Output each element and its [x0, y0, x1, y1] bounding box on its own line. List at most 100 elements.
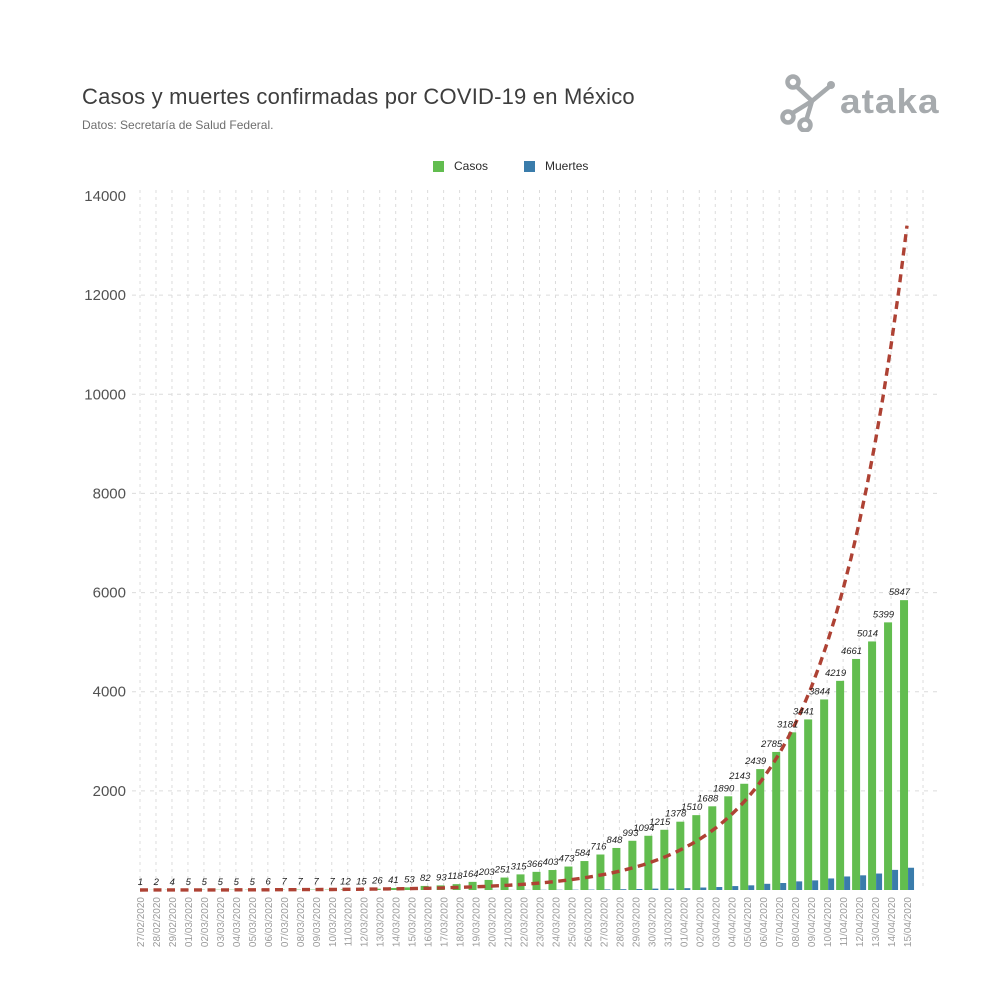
xataka-logo-text: ataka: [840, 82, 940, 121]
bar-value-label: 251: [494, 865, 511, 876]
x-axis-label: 13/03/2020: [376, 897, 387, 947]
muertes-swatch-icon: [524, 160, 536, 172]
x-axis-label: 07/03/2020: [280, 897, 291, 947]
legend-item-muertes: Muertes: [524, 159, 588, 173]
bar-muertes: [844, 876, 851, 890]
bar-muertes: [684, 888, 691, 890]
x-axis-label: 16/03/2020: [424, 897, 435, 947]
bar-value-label: 1215: [649, 817, 671, 828]
x-axis-label: 30/03/2020: [647, 897, 658, 947]
x-axis-label: 02/03/2020: [200, 897, 211, 947]
bar-muertes: [828, 878, 835, 890]
bar-muertes: [732, 886, 739, 890]
x-axis-label: 31/03/2020: [663, 897, 674, 947]
bar-value-label: 1094: [633, 823, 654, 834]
x-axis-label: 05/04/2020: [743, 897, 754, 947]
bar-value-label: 164: [463, 869, 479, 880]
bar-casos: [644, 835, 653, 890]
x-axis-label: 11/04/2020: [839, 897, 850, 947]
bar-value-label: 5847: [889, 587, 911, 598]
x-axis-label: 20/03/2020: [488, 897, 499, 947]
y-axis-label: 14000: [84, 188, 126, 205]
bar-value-label: 993: [623, 828, 640, 839]
bar-casos: [900, 600, 909, 890]
x-axis-label: 08/03/2020: [296, 897, 307, 947]
x-axis-label: 18/03/2020: [456, 897, 467, 947]
y-axis-label: 12000: [84, 287, 126, 304]
bar-casos: [756, 769, 765, 890]
x-axis-label: 06/03/2020: [264, 897, 275, 947]
bar-casos: [532, 871, 541, 890]
x-axis-label: 04/03/2020: [232, 897, 243, 947]
bar-muertes: [812, 880, 819, 890]
x-axis-label: 26/03/2020: [583, 897, 594, 947]
x-axis-label: 08/04/2020: [791, 897, 802, 947]
bar-muertes: [892, 869, 899, 890]
x-axis-label: 17/03/2020: [440, 897, 451, 947]
bar-value-label: 5: [218, 877, 224, 888]
bar-casos: [692, 815, 701, 890]
bar-muertes: [908, 867, 915, 890]
bar-value-label: 1: [138, 877, 143, 888]
bar-value-label: 473: [559, 854, 576, 865]
bar-value-label: 5: [250, 877, 256, 888]
bar-value-label: 7: [313, 877, 319, 888]
bar-casos: [820, 699, 829, 890]
bar-value-label: 403: [543, 857, 560, 868]
bar-value-label: 1378: [665, 809, 687, 820]
x-axis-label: 15/03/2020: [408, 897, 419, 947]
chart-header: Casos y muertes confirmadas por COVID-19…: [82, 84, 635, 132]
bar-value-label: 93: [436, 872, 447, 883]
bar-muertes: [780, 883, 787, 890]
x-axis-label: 12/04/2020: [855, 897, 866, 947]
bar-value-label: 53: [404, 874, 415, 885]
x-axis-label: 14/03/2020: [392, 897, 403, 947]
bar-muertes: [764, 883, 771, 890]
x-axis-label: 03/04/2020: [711, 897, 722, 947]
bar-value-label: 82: [420, 873, 431, 884]
bar-value-label: 2439: [744, 756, 767, 767]
bar-value-label: 4: [170, 877, 175, 888]
x-axis-label: 07/04/2020: [775, 897, 786, 947]
bar-value-label: 118: [447, 871, 463, 882]
bar-value-label: 584: [575, 848, 591, 859]
x-axis-label: 13/04/2020: [871, 897, 882, 947]
bar-value-label: 15: [356, 876, 367, 887]
bar-muertes: [716, 887, 723, 890]
bar-casos: [708, 806, 717, 890]
bar-casos: [884, 622, 893, 890]
x-axis-label: 11/03/2020: [344, 897, 355, 947]
x-axis-label: 24/03/2020: [551, 897, 562, 947]
bar-casos: [388, 887, 397, 890]
x-axis-label: 10/04/2020: [823, 897, 834, 947]
x-axis-label: 09/04/2020: [807, 897, 818, 947]
bar-muertes: [876, 873, 883, 890]
bar-casos: [468, 881, 477, 890]
x-axis-label: 09/03/2020: [312, 897, 323, 947]
x-axis-label: 19/03/2020: [472, 897, 483, 947]
bar-value-label: 6: [266, 877, 272, 888]
bar-casos: [724, 796, 733, 890]
bar-muertes: [668, 888, 675, 890]
legend-label-casos: Casos: [454, 159, 489, 173]
x-axis-label: 25/03/2020: [567, 897, 578, 947]
x-axis-label: 29/02/2020: [168, 897, 179, 947]
bar-casos: [580, 861, 589, 890]
bar-muertes: [700, 887, 707, 890]
x-axis-label: 05/03/2020: [248, 897, 259, 947]
x-axis-label: 12/03/2020: [360, 897, 371, 947]
bar-value-label: 716: [591, 842, 608, 853]
bar-casos: [404, 887, 413, 890]
x-axis-label: 01/03/2020: [184, 897, 195, 947]
x-axis-label: 14/04/2020: [887, 897, 898, 947]
bar-muertes: [620, 889, 627, 890]
bar-value-label: 1510: [681, 802, 703, 813]
page-title: Casos y muertes confirmadas por COVID-19…: [82, 84, 635, 109]
bar-casos: [596, 854, 605, 890]
x-axis-label: 28/02/2020: [152, 897, 163, 947]
x-axis-label: 29/03/2020: [631, 897, 642, 947]
x-axis-label: 06/04/2020: [759, 897, 770, 947]
bar-value-label: 12: [340, 876, 351, 887]
y-axis-label: 2000: [93, 783, 126, 800]
